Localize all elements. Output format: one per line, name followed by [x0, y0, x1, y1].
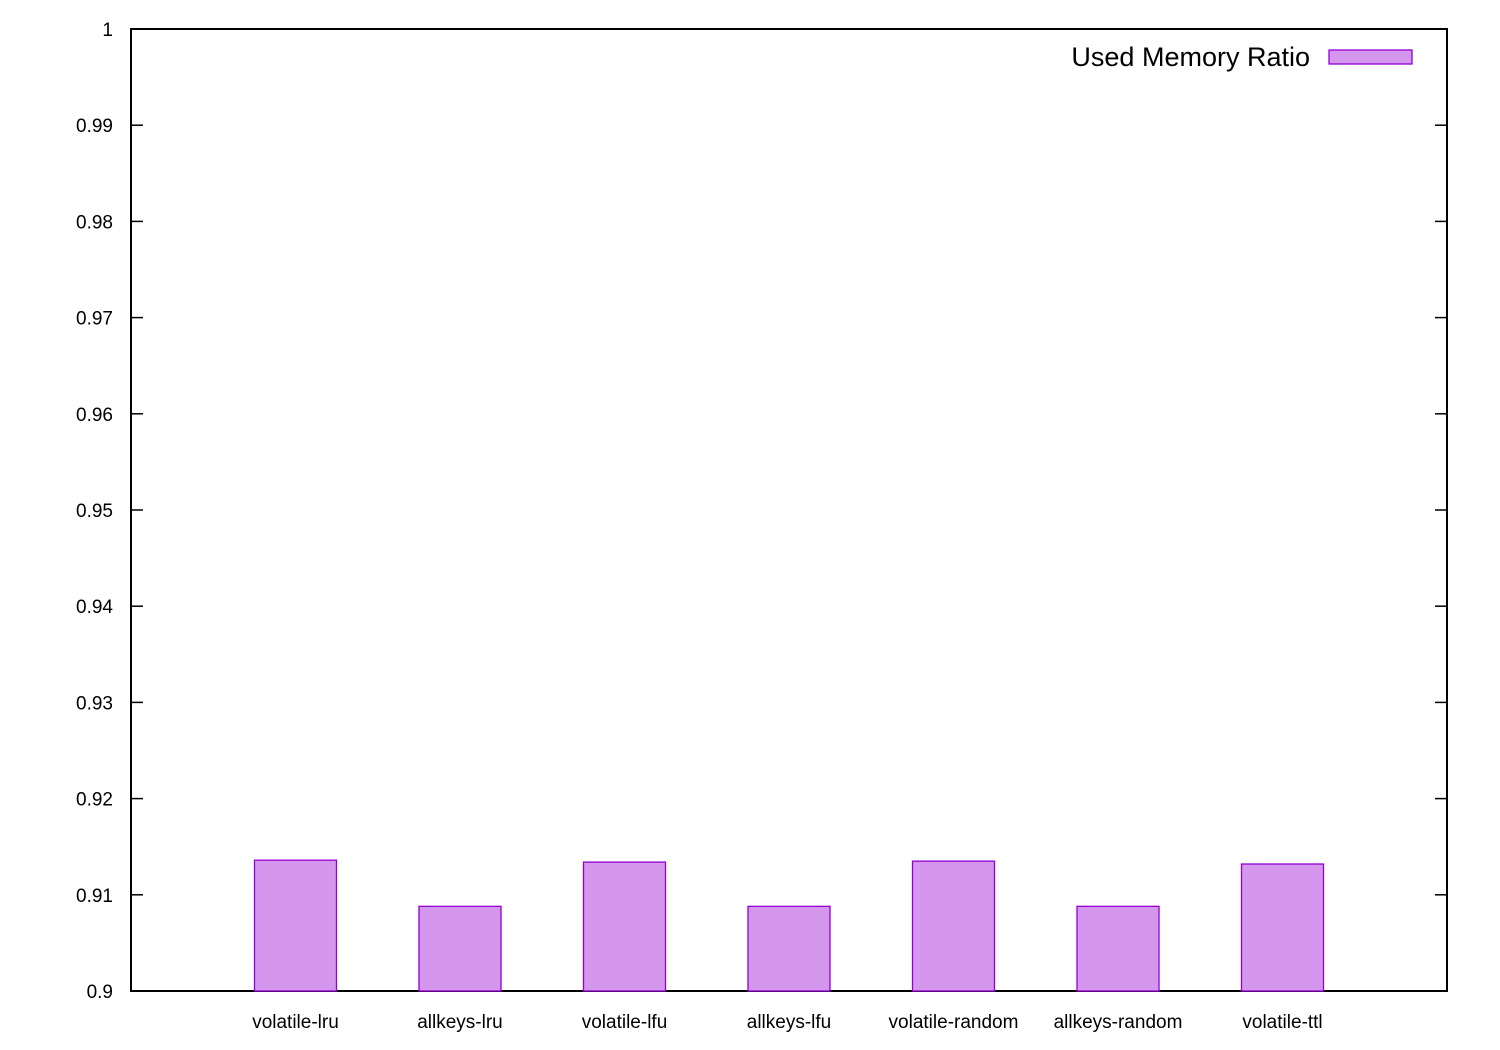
x-tick-label: allkeys-random — [1054, 1012, 1183, 1033]
y-tick-label: 0.91 — [76, 886, 113, 907]
x-tick-label: allkeys-lfu — [747, 1012, 831, 1033]
x-axis: volatile-lru allkeys-lru volatile-lfu allke… — [252, 1012, 1322, 1033]
bar-allkeys-random — [1076, 905, 1160, 992]
bar-series — [253, 859, 1325, 992]
y-tick-label: 0.99 — [76, 116, 113, 137]
y-tick-label: 1 — [102, 20, 113, 41]
bar-allkeys-lru — [418, 905, 502, 992]
bar-allkeys-lfu — [747, 905, 831, 992]
plot-frame — [130, 28, 1448, 992]
bar-volatile-random — [911, 860, 996, 992]
y-tick-label: 0.92 — [76, 790, 113, 811]
legend-swatch — [1328, 49, 1413, 65]
y-tick-label: 0.96 — [76, 405, 113, 426]
bar-volatile-ttl — [1240, 863, 1325, 992]
y-tick-label: 0.95 — [76, 501, 113, 522]
y-tick-label: 0.98 — [76, 212, 113, 233]
x-tick-label: volatile-random — [889, 1012, 1019, 1033]
legend-label: Used Memory Ratio — [1071, 42, 1310, 72]
y-axis: 0.9 0.91 0.92 0.93 0.94 0.95 0.96 0.97 0.98 0.99 1 — [76, 20, 1447, 1003]
x-tick-label: volatile-ttl — [1242, 1012, 1322, 1033]
y-tick-label: 0.93 — [76, 693, 113, 714]
y-tick-label: 0.94 — [76, 597, 113, 618]
x-tick-label: volatile-lru — [252, 1012, 339, 1033]
legend: Used Memory Ratio — [1071, 42, 1413, 72]
bar-volatile-lfu — [582, 861, 667, 992]
y-tick-label: 0.97 — [76, 309, 113, 330]
x-tick-label: allkeys-lru — [417, 1012, 503, 1033]
bar-volatile-lru — [253, 859, 338, 992]
y-tick-label: 0.9 — [87, 982, 113, 1003]
x-tick-label: volatile-lfu — [582, 1012, 668, 1033]
